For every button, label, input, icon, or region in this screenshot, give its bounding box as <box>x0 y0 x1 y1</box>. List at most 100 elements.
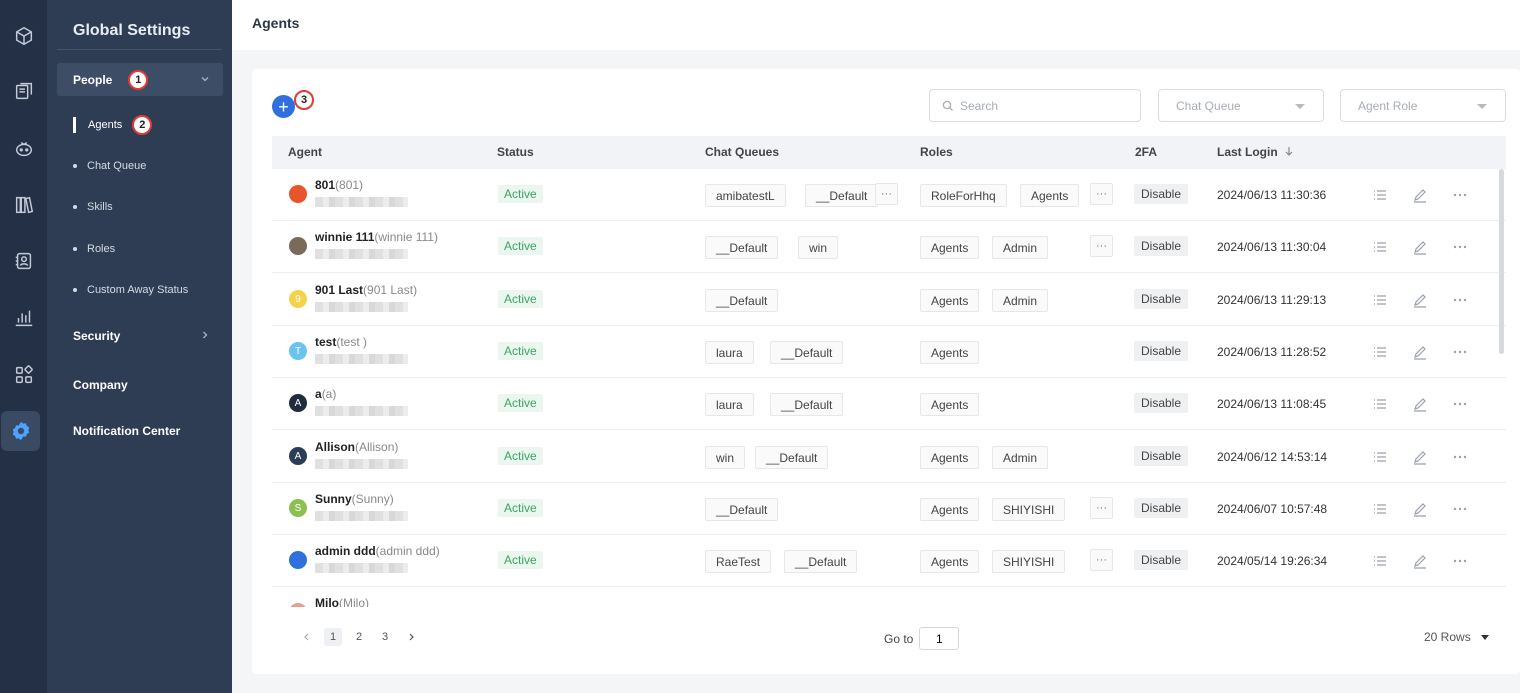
search-icon <box>942 100 953 111</box>
edit-icon[interactable] <box>1412 553 1428 569</box>
edit-icon[interactable] <box>1412 501 1428 517</box>
edit-icon[interactable] <box>1412 449 1428 465</box>
agent-name[interactable]: 901 Last(901 Last) <box>315 283 417 297</box>
apps-grid-icon[interactable] <box>0 355 47 395</box>
role-tag: SHIYISHI <box>992 550 1066 573</box>
gear-icon[interactable] <box>1 411 40 451</box>
table-row[interactable]: admin ddd(admin ddd) Active RaeTest __Defau… <box>272 535 1506 587</box>
more-roles-button[interactable]: ··· <box>1090 183 1113 205</box>
more-roles-button[interactable]: ··· <box>1090 235 1113 257</box>
more-icon[interactable] <box>1452 501 1468 517</box>
agent-name[interactable]: test(test ) <box>315 335 367 349</box>
agent-role-select[interactable]: Agent Role <box>1340 89 1506 122</box>
more-icon[interactable] <box>1452 292 1468 308</box>
edit-icon[interactable] <box>1412 292 1428 308</box>
column-header-agent[interactable]: Agent <box>288 145 322 159</box>
rows-per-page-select[interactable]: 20 Rows <box>1424 630 1489 644</box>
list-icon[interactable] <box>1372 239 1388 255</box>
table-row[interactable]: A Allison(Allison) Active win __Default Agent… <box>272 431 1506 483</box>
agent-display-name: admin ddd <box>315 544 376 558</box>
status-badge: Active <box>498 185 543 203</box>
agent-name[interactable]: a(a) <box>315 387 336 401</box>
more-icon[interactable] <box>1452 449 1468 465</box>
avatar: 9 <box>289 290 307 308</box>
edit-icon[interactable] <box>1412 396 1428 412</box>
list-icon[interactable] <box>1372 553 1388 569</box>
next-page-icon[interactable] <box>402 628 420 646</box>
agent-name[interactable]: 801(801) <box>315 178 363 192</box>
prev-page-icon[interactable] <box>298 628 316 646</box>
column-header-label: Last Login <box>1217 145 1278 159</box>
sidebar-item-agents[interactable]: Agents 2 <box>73 115 153 135</box>
chat-queue-tag: laura <box>705 341 754 364</box>
agent-name[interactable]: Allison(Allison) <box>315 440 398 454</box>
agent-name[interactable]: admin ddd(admin ddd) <box>315 544 440 558</box>
column-header-status[interactable]: Status <box>497 145 534 159</box>
list-icon[interactable] <box>1372 187 1388 203</box>
more-icon[interactable] <box>1452 239 1468 255</box>
more-roles-button[interactable]: ··· <box>1090 497 1113 519</box>
agent-display-name: Sunny <box>315 492 352 506</box>
agent-name[interactable]: Sunny(Sunny) <box>315 492 394 506</box>
list-icon[interactable] <box>1372 396 1388 412</box>
list-icon[interactable] <box>1372 292 1388 308</box>
sidebar-group-people[interactable]: People 1 <box>57 63 223 96</box>
2fa-badge: Disable <box>1134 289 1189 309</box>
list-icon[interactable] <box>1372 501 1388 517</box>
page-1[interactable]: 1 <box>324 628 342 646</box>
sidebar-divider <box>57 49 222 50</box>
table-row[interactable]: winnie 111(winnie 111) Active __Default win… <box>272 221 1506 273</box>
chat-queue-select[interactable]: Chat Queue <box>1158 89 1324 122</box>
status-badge: Active <box>498 342 543 360</box>
column-header-roles[interactable]: Roles <box>920 145 953 159</box>
sidebar-item-custom-away-status[interactable]: Custom Away Status <box>73 284 188 296</box>
more-icon[interactable] <box>1452 396 1468 412</box>
sidebar-group-notification-center[interactable]: Notification Center <box>57 414 223 447</box>
table-row[interactable]: S Sunny(Sunny) Active __Default Agents SHIYIS… <box>272 483 1506 535</box>
table-row[interactable]: 9 901 Last(901 Last) Active __Default Agents… <box>272 274 1506 326</box>
edit-icon[interactable] <box>1412 344 1428 360</box>
column-header-chat-queues[interactable]: Chat Queues <box>705 145 780 159</box>
sidebar-group-security[interactable]: Security <box>57 319 223 352</box>
last-login: 2024/06/13 11:08:45 <box>1217 397 1327 411</box>
page-2[interactable]: 2 <box>355 631 363 643</box>
more-queues-button[interactable]: ··· <box>875 183 898 205</box>
list-icon[interactable] <box>1372 344 1388 360</box>
goto-page-input[interactable] <box>919 627 960 650</box>
chat-bubbles-icon[interactable] <box>0 71 47 111</box>
role-tag: Admin <box>992 446 1049 469</box>
search-input[interactable] <box>960 98 1130 113</box>
column-header-2fa[interactable]: 2FA <box>1135 145 1158 159</box>
list-icon[interactable] <box>1372 449 1388 465</box>
bar-chart-icon[interactable] <box>0 298 47 338</box>
agent-name[interactable]: Milo(Milo) <box>315 596 369 607</box>
column-header-last-login[interactable]: Last Login <box>1217 145 1294 159</box>
sidebar-item-chat-queue[interactable]: Chat Queue <box>73 160 146 172</box>
agent-name[interactable]: winnie 111(winnie 111) <box>315 230 438 244</box>
avatar: A <box>289 394 307 412</box>
more-roles-button[interactable]: ··· <box>1090 549 1113 571</box>
chat-queue-tag: __Default <box>805 184 879 207</box>
table-header: Agent Status Chat Queues Roles 2FA Last … <box>272 136 1506 169</box>
edit-icon[interactable] <box>1412 239 1428 255</box>
more-icon[interactable] <box>1452 187 1468 203</box>
sidebar-item-skills[interactable]: Skills <box>73 201 113 213</box>
add-agent-button[interactable]: + <box>272 95 295 118</box>
cube-icon[interactable] <box>0 16 47 56</box>
sidebar-item-roles[interactable]: Roles <box>73 243 115 255</box>
sidebar-group-company[interactable]: Company <box>57 368 223 401</box>
more-icon[interactable] <box>1452 344 1468 360</box>
search-box[interactable] <box>929 89 1141 122</box>
contact-card-icon[interactable] <box>0 241 47 281</box>
edit-icon[interactable] <box>1412 187 1428 203</box>
table-row[interactable]: Milo(Milo) <box>272 587 1506 607</box>
page-3[interactable]: 3 <box>381 631 389 643</box>
robot-icon[interactable] <box>0 129 47 169</box>
book-icon[interactable] <box>0 185 47 225</box>
chat-queue-tag: __Default <box>770 393 844 416</box>
more-icon[interactable] <box>1452 553 1468 569</box>
table-row[interactable]: 801(801) Active amibatestL __Default ··· Role… <box>272 169 1506 221</box>
table-scrollbar[interactable] <box>1499 169 1504 354</box>
